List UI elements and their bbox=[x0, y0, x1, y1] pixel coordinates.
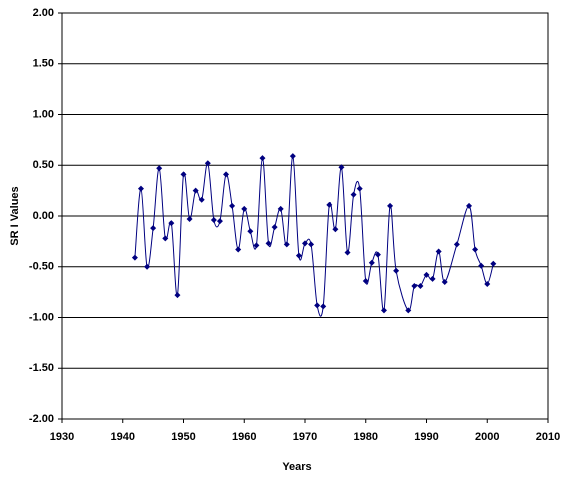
x-tick-label: 1930 bbox=[50, 431, 74, 443]
y-tick-label: -1.50 bbox=[29, 362, 54, 374]
x-tick-label: 1980 bbox=[354, 431, 378, 443]
data-point bbox=[435, 248, 442, 255]
x-tick-label: 2000 bbox=[475, 431, 499, 443]
data-point bbox=[478, 262, 485, 269]
x-tick-label: 1990 bbox=[414, 431, 438, 443]
data-point bbox=[362, 277, 369, 284]
data-point bbox=[259, 155, 266, 162]
data-point bbox=[490, 260, 497, 267]
data-point bbox=[156, 165, 163, 172]
plot-frame bbox=[61, 12, 549, 420]
x-tick-label: 1940 bbox=[111, 431, 135, 443]
data-point bbox=[429, 275, 436, 282]
data-point bbox=[253, 242, 260, 249]
data-point bbox=[441, 278, 448, 285]
data-point bbox=[265, 240, 272, 247]
data-point bbox=[277, 205, 284, 212]
x-tick-label: 1950 bbox=[171, 431, 195, 443]
data-point bbox=[192, 187, 199, 194]
x-axis-label: Years bbox=[282, 461, 311, 473]
y-tick-label: 1.50 bbox=[33, 58, 54, 70]
data-point bbox=[229, 202, 236, 209]
data-point bbox=[162, 235, 169, 242]
x-tick-label: 2010 bbox=[536, 431, 560, 443]
data-point bbox=[466, 202, 473, 209]
data-point bbox=[223, 171, 230, 178]
data-point bbox=[271, 224, 278, 231]
data-point bbox=[320, 303, 327, 310]
data-point bbox=[144, 263, 151, 270]
data-point bbox=[210, 217, 217, 224]
data-point bbox=[150, 225, 157, 232]
data-point bbox=[314, 302, 321, 309]
data-point bbox=[283, 241, 290, 248]
data-point bbox=[405, 307, 412, 314]
data-point bbox=[235, 246, 242, 253]
data-point bbox=[174, 292, 181, 299]
series-line bbox=[134, 155, 494, 317]
data-point bbox=[168, 220, 175, 227]
data-point bbox=[241, 205, 248, 212]
data-point bbox=[417, 283, 424, 290]
data-point bbox=[131, 254, 138, 261]
data-point bbox=[368, 259, 375, 266]
x-tick-label: 1960 bbox=[232, 431, 256, 443]
data-point bbox=[338, 164, 345, 171]
data-point bbox=[380, 307, 387, 314]
y-tick-label: -0.50 bbox=[29, 261, 54, 273]
data-point bbox=[387, 202, 394, 209]
data-point bbox=[423, 271, 430, 278]
data-point bbox=[453, 241, 460, 248]
data-point bbox=[302, 240, 308, 247]
data-point bbox=[332, 226, 339, 233]
x-tick-label: 1970 bbox=[293, 431, 317, 443]
data-point bbox=[344, 249, 351, 256]
data-point bbox=[326, 201, 333, 208]
data-point bbox=[198, 196, 205, 203]
data-point bbox=[295, 252, 302, 259]
y-tick-label: 2.00 bbox=[33, 7, 54, 19]
y-tick-label: -2.00 bbox=[29, 413, 54, 425]
data-point bbox=[350, 191, 357, 198]
data-point bbox=[411, 283, 418, 290]
data-point bbox=[137, 185, 144, 192]
data-point bbox=[247, 228, 254, 235]
y-tick-label: -1.00 bbox=[29, 311, 54, 323]
data-point bbox=[484, 281, 491, 288]
data-point bbox=[186, 216, 193, 223]
data-point bbox=[374, 251, 381, 258]
data-point bbox=[204, 160, 211, 167]
data-point bbox=[308, 241, 315, 248]
data-point bbox=[356, 185, 363, 192]
data-point bbox=[180, 171, 187, 178]
data-point bbox=[289, 153, 296, 160]
data-point bbox=[216, 218, 223, 225]
data-point bbox=[393, 267, 400, 274]
y-axis-label: SR I Values bbox=[9, 186, 21, 245]
y-tick-label: 0.00 bbox=[33, 210, 54, 222]
y-tick-label: 0.50 bbox=[33, 159, 54, 171]
y-tick-label: 1.00 bbox=[33, 108, 54, 120]
data-point bbox=[472, 246, 479, 253]
